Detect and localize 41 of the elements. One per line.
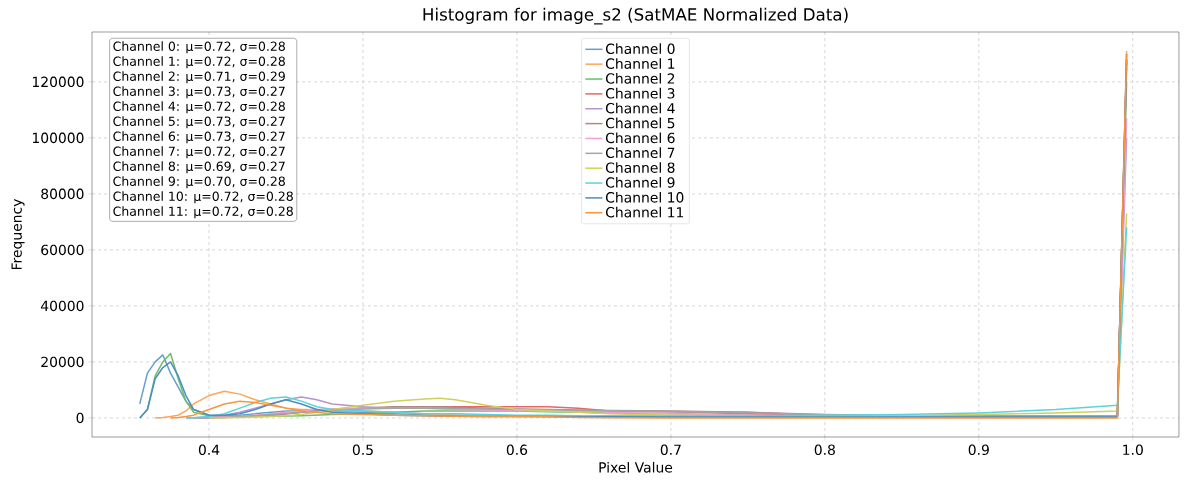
y-axis-title: Frequency — [11, 198, 25, 270]
annotation: Channel 8: μ=0.69, σ=0.27 — [113, 161, 285, 174]
legend-label: Channel 7 — [605, 147, 675, 159]
annotation: Channel 2: μ=0.71, σ=0.29 — [113, 71, 285, 84]
y-tick-label: 40000 — [40, 300, 84, 312]
legend-label: Channel 1 — [605, 58, 675, 69]
x-tick-label: 0.6 — [506, 444, 528, 456]
annotation: Channel 10: μ=0.72, σ=0.28 — [113, 191, 293, 204]
legend-label: Channel 9 — [605, 177, 675, 188]
y-tick-label: 20000 — [41, 356, 84, 368]
annotation: Channel 5: μ=0.73, σ=0.27 — [113, 116, 285, 129]
legend-label: Channel 8 — [605, 162, 675, 173]
x-tick-label: 1.0 — [1123, 444, 1143, 456]
x-tick-label: 0.4 — [198, 444, 220, 456]
x-axis-title: Pixel Value — [599, 461, 673, 473]
legend-label: Channel 6 — [605, 132, 675, 144]
annotation: Channel 1: μ=0.72, σ=0.28 — [113, 56, 285, 69]
annotation: Channel 0: μ=0.72, σ=0.28 — [113, 41, 285, 54]
legend-label: Channel 4 — [605, 102, 675, 114]
annotation: Channel 6: μ=0.73, σ=0.27 — [113, 131, 285, 144]
annotation: Channel 9: μ=0.70, σ=0.28 — [113, 176, 285, 189]
annotation: Channel 3: μ=0.73, σ=0.27 — [113, 86, 285, 99]
x-tick-label: 0.8 — [814, 444, 835, 456]
legend-label: Channel 5 — [605, 117, 675, 129]
legend-label: Channel 11 — [605, 206, 684, 218]
legend-label: Channel 10 — [605, 191, 684, 203]
chart-title: Histogram for image_s2 (SatMAE Normalized Data) — [423, 7, 848, 25]
y-tick-label: 120000 — [32, 76, 84, 88]
legend-label: Channel 0 — [605, 43, 675, 55]
x-tick-label: 0.9 — [968, 444, 989, 456]
y-tick-label: 60000 — [41, 244, 84, 256]
x-tick-label: 0.5 — [352, 444, 373, 456]
y-tick-label: 0 — [76, 412, 84, 424]
x-tick-label: 0.7 — [660, 444, 681, 456]
legend-label: Channel 2 — [605, 73, 675, 84]
annotation: Channel 7: μ=0.72, σ=0.27 — [113, 146, 285, 159]
annotation: Channel 4: μ=0.72, σ=0.28 — [113, 101, 285, 114]
legend-label: Channel 3 — [605, 87, 675, 99]
y-tick-label: 100000 — [32, 132, 84, 144]
annotation: Channel 11: μ=0.72, σ=0.28 — [113, 206, 293, 219]
y-tick-label: 80000 — [41, 188, 84, 200]
